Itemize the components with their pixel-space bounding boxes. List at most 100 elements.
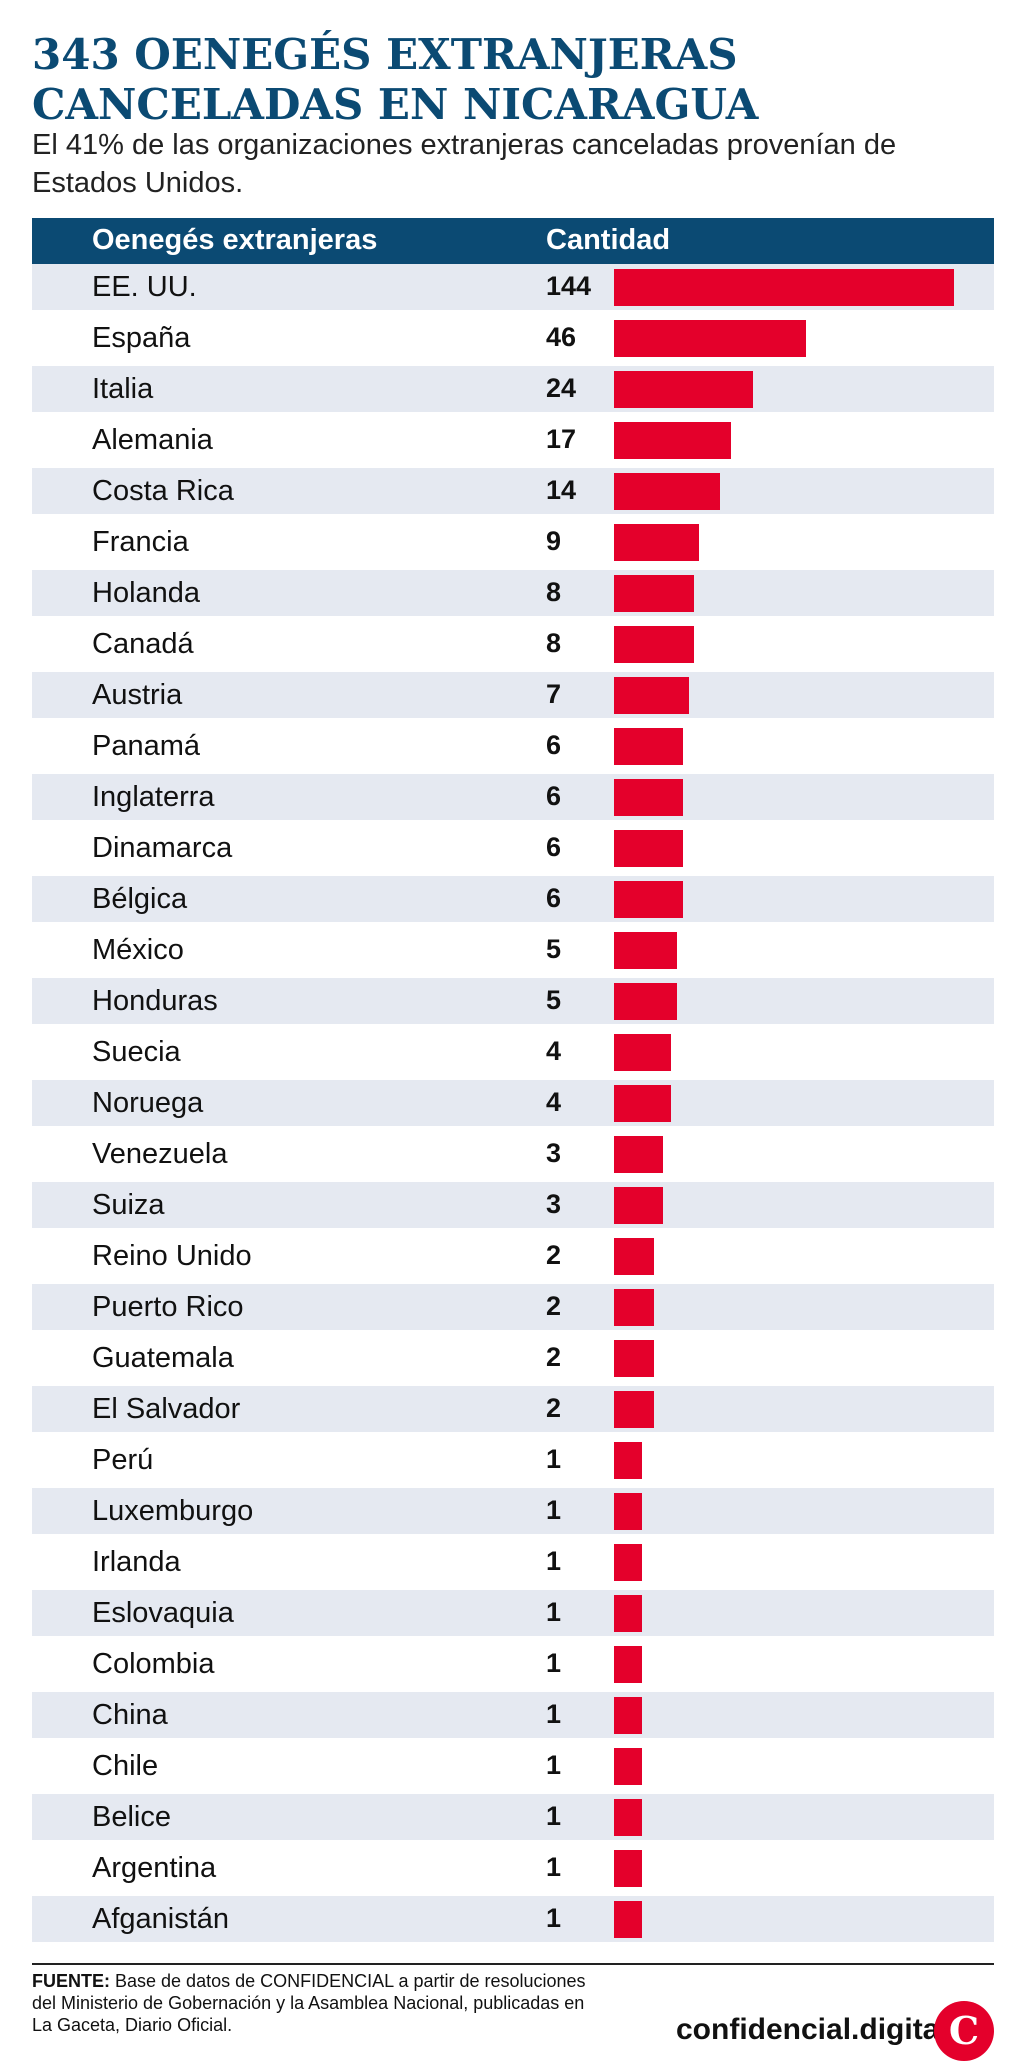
value-label: 17: [546, 424, 577, 454]
table-row: El Salvador 2: [32, 1386, 994, 1432]
country-label: Perú: [92, 1444, 154, 1476]
table-row: China 1: [32, 1692, 994, 1738]
table-body: EE. UU. 144 España 46 Italia 24 Alemania 17 Cost…: [32, 264, 994, 1942]
bar-mark: [614, 830, 683, 867]
table-row: Holanda 8: [32, 570, 994, 616]
bar-mark: [614, 422, 731, 459]
value-label: 1: [546, 1495, 562, 1525]
country-label: Italia: [92, 373, 154, 405]
bar-mark: [614, 932, 677, 969]
table-row: Panamá 6: [32, 723, 994, 769]
country-label: Inglaterra: [92, 781, 215, 813]
value-label: 5: [546, 985, 562, 1015]
value-label: 14: [546, 475, 577, 505]
value-label: 2: [546, 1342, 562, 1372]
table-row: Belice 1: [32, 1794, 994, 1840]
bar-mark: [614, 1850, 642, 1887]
country-label: Belice: [92, 1801, 171, 1833]
bar-mark: [614, 1340, 654, 1377]
country-label: Honduras: [92, 985, 218, 1017]
value-label: 144: [546, 271, 592, 301]
value-label: 1: [546, 1699, 562, 1729]
table-row: Guatemala 2: [32, 1335, 994, 1381]
source-note: FUENTE: Base de datos de CONFIDENCIAL a …: [32, 1970, 592, 2036]
table-row: Venezuela 3: [32, 1131, 994, 1177]
table-row: Colombia 1: [32, 1641, 994, 1687]
value-label: 1: [546, 1444, 562, 1474]
bar-mark: [614, 524, 699, 561]
bar-mark: [614, 473, 720, 510]
header-country: Oenegés extranjeras: [92, 224, 378, 256]
data-table: Oenegés extranjeras Cantidad EE. UU. 144 E…: [32, 218, 994, 1947]
table-row: Luxemburgo 1: [32, 1488, 994, 1534]
country-label: Afganistán: [92, 1903, 230, 1935]
value-label: 1: [546, 1546, 562, 1576]
country-label: Venezuela: [92, 1138, 228, 1170]
country-label: Alemania: [92, 424, 213, 456]
table-row: Suecia 4: [32, 1029, 994, 1075]
table-row: Irlanda 1: [32, 1539, 994, 1585]
bar-mark: [614, 1085, 671, 1122]
bar-mark: [614, 1748, 642, 1785]
country-label: Reino Unido: [92, 1240, 252, 1272]
table-row: Reino Unido 2: [32, 1233, 994, 1279]
value-label: 7: [546, 679, 562, 709]
country-label: EE. UU.: [92, 271, 197, 303]
value-label: 5: [546, 934, 562, 964]
country-label: Dinamarca: [92, 832, 233, 864]
header-quantity: Cantidad: [546, 224, 671, 256]
table-row: Chile 1: [32, 1743, 994, 1789]
table-row: Bélgica 6: [32, 876, 994, 922]
confidencial-logo-icon: C: [934, 2001, 994, 2061]
value-label: 6: [546, 832, 562, 862]
value-label: 46: [546, 322, 577, 352]
value-label: 8: [546, 628, 562, 658]
table-row: Suiza 3: [32, 1182, 994, 1228]
table-row: México 5: [32, 927, 994, 973]
country-label: Argentina: [92, 1852, 217, 1884]
bar-mark: [614, 1901, 642, 1938]
value-label: 1: [546, 1597, 562, 1627]
country-label: México: [92, 934, 184, 966]
bar-mark: [614, 1238, 654, 1275]
country-label: Colombia: [92, 1648, 215, 1680]
value-label: 4: [546, 1087, 562, 1117]
bar-mark: [614, 1187, 663, 1224]
table-row: Canadá 8: [32, 621, 994, 667]
country-label: Francia: [92, 526, 189, 558]
bar-mark: [614, 1034, 671, 1071]
value-label: 6: [546, 781, 562, 811]
value-label: 8: [546, 577, 562, 607]
value-label: 2: [546, 1240, 562, 1270]
table-row: Argentina 1: [32, 1845, 994, 1891]
table-row: Perú 1: [32, 1437, 994, 1483]
table-row: Eslovaquia 1: [32, 1590, 994, 1636]
table-row: Austria 7: [32, 672, 994, 718]
bar-mark: [614, 1493, 642, 1530]
value-label: 24: [546, 373, 577, 403]
bar-mark: [614, 1289, 654, 1326]
logo-letter: C: [949, 2008, 979, 2053]
bar-mark: [614, 1595, 642, 1632]
source-label: FUENTE:: [32, 1971, 110, 1991]
bar-mark: [614, 1136, 663, 1173]
value-label: 3: [546, 1189, 562, 1219]
bar-mark: [614, 575, 694, 612]
bar-mark: [614, 881, 683, 918]
value-label: 1: [546, 1852, 562, 1882]
value-label: 6: [546, 883, 562, 913]
source-text: Base de datos de CONFIDENCIAL a partir d…: [32, 1971, 586, 2035]
table-row: Francia 9: [32, 519, 994, 565]
table-row: Inglaterra 6: [32, 774, 994, 820]
country-label: Eslovaquia: [92, 1597, 234, 1629]
value-label: 3: [546, 1138, 562, 1168]
bar-mark: [614, 983, 677, 1020]
table-row: Afganistán 1: [32, 1896, 994, 1942]
country-label: Noruega: [92, 1087, 204, 1119]
country-label: Holanda: [92, 577, 201, 609]
value-label: 6: [546, 730, 562, 760]
table-row: Italia 24: [32, 366, 994, 412]
bar-mark: [614, 779, 683, 816]
country-label: China: [92, 1699, 168, 1731]
bar-mark: [614, 371, 753, 408]
